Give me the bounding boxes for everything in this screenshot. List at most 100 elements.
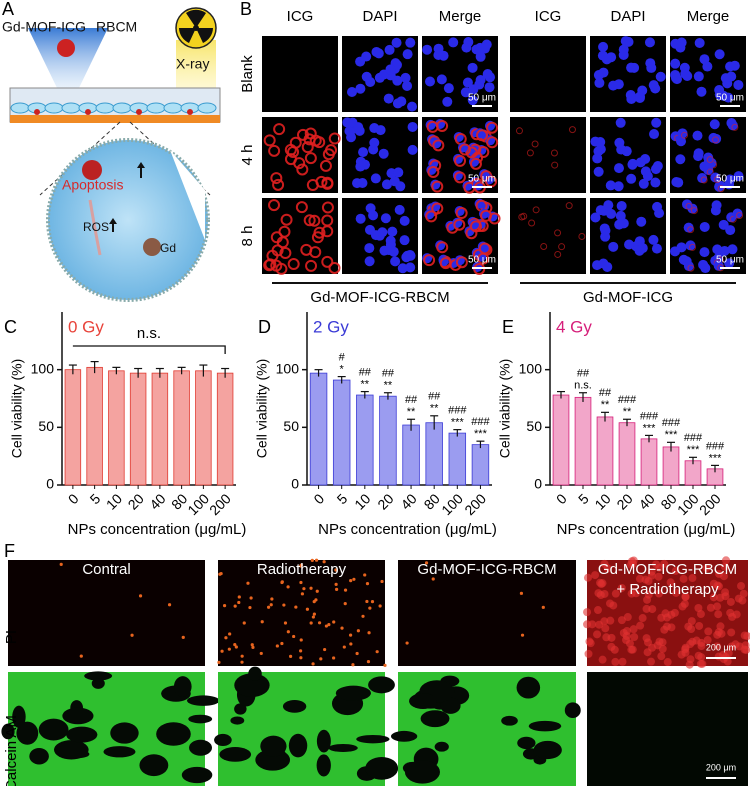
nanoparticle-icon	[82, 160, 102, 180]
pi-signal	[732, 610, 741, 619]
nucleus	[694, 37, 705, 48]
icg-signal	[315, 175, 328, 188]
x-tick-label: 200	[696, 490, 724, 518]
gap	[365, 756, 399, 780]
nucleus	[709, 119, 720, 130]
pi-signal	[356, 629, 360, 633]
pi-signal	[696, 610, 705, 619]
group-label: Gd-MOF-ICG-RBCM	[310, 289, 449, 306]
nucleus	[626, 173, 637, 184]
icg-signal	[427, 165, 440, 178]
nucleus	[725, 174, 736, 185]
pi-signal	[692, 636, 701, 645]
cell	[46, 138, 210, 302]
nucleus	[644, 37, 655, 48]
icg-signal	[465, 146, 478, 159]
nucleus	[364, 243, 375, 254]
bar	[129, 372, 147, 486]
nucleus	[673, 177, 684, 188]
pi-signal	[709, 593, 718, 602]
nucleus	[405, 37, 416, 48]
pi-signal	[233, 604, 237, 608]
significance: ***	[665, 429, 679, 441]
bar	[596, 416, 614, 486]
gap	[440, 697, 461, 714]
nucleus	[693, 151, 704, 162]
nucleus	[614, 219, 625, 230]
pi-signal	[738, 596, 747, 605]
row-label: 4 h	[239, 145, 256, 166]
row-label: 8 h	[239, 226, 256, 247]
nucleus	[593, 146, 604, 157]
icg-signal	[301, 141, 314, 154]
nucleus	[651, 243, 662, 254]
gap	[186, 695, 220, 706]
chart-title: 2 Gy	[313, 317, 349, 336]
pi-signal	[348, 633, 353, 637]
pi-signal	[657, 613, 666, 622]
pi-signal	[299, 564, 303, 568]
pi-signal	[719, 650, 728, 659]
icg-signal	[284, 143, 297, 156]
column-header: ICG	[287, 8, 314, 25]
icg-signal	[455, 207, 468, 220]
nucleus	[383, 244, 394, 255]
icg-signal	[729, 215, 737, 223]
schematic-label: Gd-MOF-ICG	[2, 19, 86, 35]
nucleus	[626, 94, 637, 105]
bar	[356, 394, 374, 486]
nanoparticle-icon	[57, 39, 75, 57]
gap	[66, 726, 98, 743]
gap	[12, 705, 26, 728]
pi-signal	[726, 597, 735, 606]
bar	[448, 432, 467, 486]
pi-signal	[635, 574, 644, 583]
pi-signal	[601, 624, 610, 633]
nucleus	[699, 161, 710, 172]
nucleus	[595, 205, 606, 216]
x-axis-label: NPs concentration (μg/mL)	[68, 521, 247, 538]
bar	[173, 370, 190, 486]
pi-signal	[300, 592, 304, 596]
nucleus	[646, 62, 657, 73]
gap	[420, 710, 450, 728]
pi-signal	[698, 659, 707, 668]
pi-signal	[299, 649, 303, 653]
pi-signal	[680, 599, 689, 608]
pi-signal	[642, 604, 651, 613]
pi-signal	[694, 603, 703, 612]
arrow	[137, 162, 145, 168]
pi-signal	[380, 579, 384, 584]
significance: ###	[448, 405, 467, 417]
nucleus	[407, 101, 418, 112]
icg-signal	[293, 157, 306, 170]
pi-signal	[269, 603, 273, 607]
icg-signal	[532, 206, 540, 214]
significance: ***	[709, 452, 723, 464]
column-header: ICG	[535, 8, 562, 25]
icg-signal	[304, 152, 317, 165]
panel-label: E	[502, 317, 514, 337]
dish-cell	[146, 102, 166, 114]
gap	[181, 766, 213, 784]
icg-signal	[531, 140, 539, 148]
pi-signal	[697, 642, 706, 651]
pi-signal	[703, 636, 712, 645]
pi-signal	[240, 660, 244, 664]
x-tick-label: 200	[206, 490, 234, 518]
pi-signal	[282, 603, 286, 607]
icg-signal	[308, 214, 321, 227]
bar	[86, 366, 103, 486]
significance: **	[361, 378, 370, 390]
nucleus	[676, 136, 687, 147]
dish-particle	[85, 109, 91, 115]
pi-signal	[227, 647, 231, 651]
gap	[62, 707, 94, 725]
bar	[618, 422, 636, 486]
pi-signal	[289, 654, 293, 658]
significance: ###	[471, 416, 490, 428]
pi-signal	[342, 645, 346, 649]
row-label: Blank	[239, 55, 256, 93]
x-tick-label: 0	[553, 490, 570, 507]
pi-signal	[687, 624, 696, 633]
